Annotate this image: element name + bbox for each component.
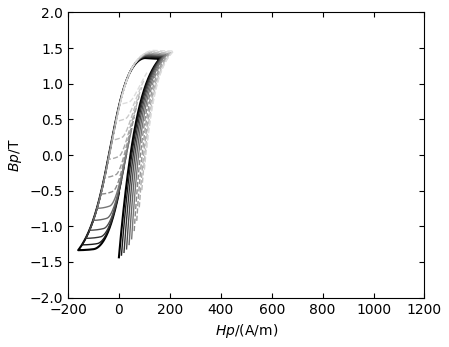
Y-axis label: $Bp$/T: $Bp$/T bbox=[7, 138, 24, 172]
X-axis label: $Hp$/(A/m): $Hp$/(A/m) bbox=[215, 322, 278, 340]
